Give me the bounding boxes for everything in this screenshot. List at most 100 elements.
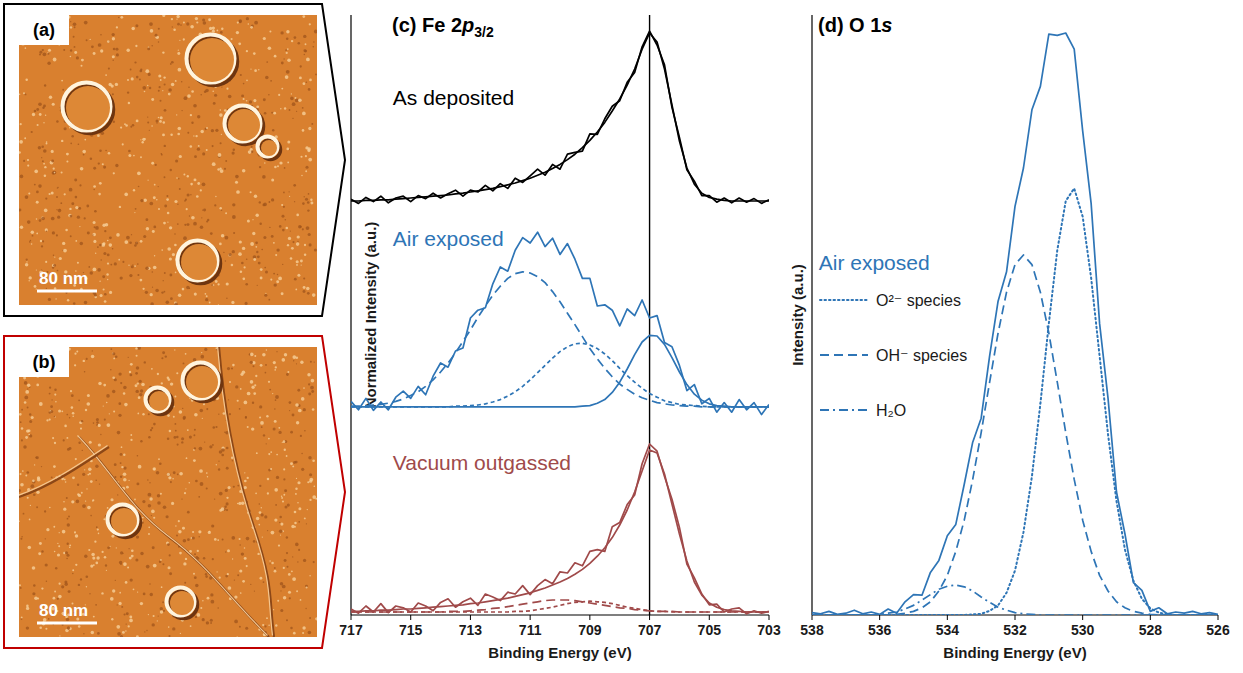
afm-speck: [202, 182, 206, 186]
afm-speck: [212, 162, 216, 166]
afm-speck: [118, 414, 121, 417]
afm-speck: [176, 18, 177, 19]
afm-speck: [36, 456, 39, 459]
afm-speck: [100, 259, 101, 260]
afm-speck: [153, 467, 157, 471]
scale-bar-label: 80 nm: [39, 269, 88, 288]
afm-speck: [46, 528, 49, 531]
afm-speck: [23, 445, 26, 448]
afm-speck: [309, 575, 310, 576]
afm-speck: [73, 36, 75, 38]
afm-speck: [71, 394, 74, 397]
afm-speck: [270, 80, 272, 82]
afm-speck: [236, 31, 239, 34]
afm-speck: [149, 583, 151, 585]
afm-speck: [64, 479, 66, 481]
afm-speck: [253, 392, 256, 395]
afm-speck: [181, 441, 183, 443]
afm-speck: [110, 369, 112, 371]
afm-speck: [294, 278, 297, 281]
afm-speck: [39, 53, 41, 55]
afm-speck: [310, 199, 312, 201]
afm-speck: [38, 552, 41, 555]
afm-speck: [246, 565, 248, 567]
afm-speck: [69, 127, 70, 128]
afm-speck: [77, 216, 80, 219]
afm-speck: [121, 606, 123, 608]
afm-speck: [23, 513, 25, 515]
afm-speck: [181, 437, 184, 440]
afm-speck: [283, 206, 285, 208]
afm-speck: [36, 506, 38, 508]
afm-speck: [191, 90, 194, 93]
afm-speck: [262, 353, 266, 357]
afm-speck: [244, 480, 247, 483]
afm-speck: [295, 488, 297, 490]
afm-speck: [289, 196, 290, 197]
afm-speck: [102, 163, 104, 165]
afm-speck: [71, 202, 74, 205]
afm-speck: [108, 83, 111, 86]
afm-speck: [291, 570, 293, 572]
afm-speck: [315, 73, 317, 75]
x-tick-label: 528: [1139, 622, 1163, 638]
x-tick-label: 703: [757, 622, 781, 638]
afm-speck: [70, 390, 72, 392]
afm-speck: [284, 449, 286, 451]
afm-speck: [112, 589, 115, 592]
afm-speck: [133, 588, 135, 590]
afm-speck: [110, 498, 113, 501]
afm-speck: [210, 619, 213, 622]
afm-speck: [268, 438, 270, 440]
afm-speck: [285, 219, 287, 221]
afm-speck: [197, 613, 201, 617]
afm-speck: [150, 29, 154, 33]
afm-speck: [78, 625, 81, 628]
afm-speck: [57, 543, 58, 544]
afm-speck: [80, 578, 82, 580]
afm-speck: [194, 447, 196, 449]
afm-speck: [271, 531, 275, 535]
afm-speck: [233, 148, 235, 150]
annotation: Air exposed: [393, 227, 504, 250]
afm-speck: [154, 255, 155, 256]
afm-speck: [79, 226, 80, 227]
afm-speck: [206, 472, 208, 474]
afm-speck: [297, 241, 298, 242]
afm-speck: [70, 49, 72, 51]
afm-speck: [239, 544, 240, 545]
afm-speck: [65, 481, 67, 483]
afm-speck: [183, 38, 185, 40]
afm-speck: [159, 86, 161, 88]
x-tick-label: 538: [800, 622, 824, 638]
afm-speck: [204, 348, 207, 351]
afm-speck: [174, 200, 177, 203]
afm-speck: [129, 619, 133, 623]
afm-speck: [187, 511, 190, 514]
afm-speck: [42, 160, 44, 162]
afm-speck: [67, 518, 69, 520]
afm-speck: [221, 28, 223, 30]
afm-speck: [95, 253, 96, 254]
afm-speck: [81, 65, 83, 67]
afm-speck: [175, 430, 177, 432]
afm-speck: [175, 271, 177, 273]
afm-speck: [314, 30, 317, 34]
afm-speck: [49, 418, 51, 420]
afm-speck: [173, 29, 176, 32]
afm-speck: [247, 477, 249, 479]
afm-speck: [27, 388, 28, 389]
afm-speck: [282, 358, 286, 362]
afm-speck: [122, 631, 125, 634]
afm-speck: [150, 429, 152, 431]
afm-speck: [41, 587, 43, 589]
afm-speck: [54, 172, 56, 174]
afm-speck: [313, 485, 315, 487]
afm-speck: [200, 94, 202, 96]
afm-speck: [226, 297, 227, 298]
afm-speck: [29, 241, 31, 243]
afm-speck: [29, 413, 31, 415]
afm-speck: [86, 488, 87, 489]
afm-speck: [282, 229, 285, 232]
afm-speck: [254, 195, 257, 198]
